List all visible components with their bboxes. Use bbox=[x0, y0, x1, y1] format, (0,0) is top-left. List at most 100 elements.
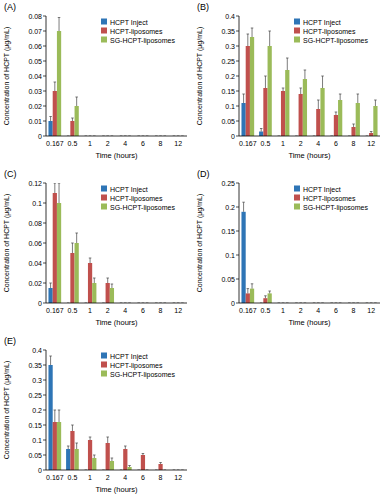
bar bbox=[158, 464, 162, 470]
x-tick-label: 12 bbox=[367, 307, 375, 314]
error-cap bbox=[58, 183, 61, 184]
error-stem bbox=[353, 124, 354, 127]
legend-label: HCPT Inject bbox=[303, 19, 341, 27]
x-tick-label: 4 bbox=[123, 474, 127, 481]
y-tick-label: 0 bbox=[38, 133, 42, 140]
error-stem bbox=[111, 284, 112, 288]
error-cap bbox=[71, 118, 74, 119]
error-stem bbox=[269, 31, 270, 46]
bar bbox=[70, 121, 74, 136]
error-bar bbox=[106, 437, 109, 443]
error-cap bbox=[93, 455, 96, 456]
error-stem bbox=[90, 437, 91, 440]
error-bar bbox=[67, 446, 70, 449]
y-axis-label: Concentration of HCPT (μg/mL) bbox=[3, 27, 11, 125]
y-tick-label: 0.05 bbox=[28, 452, 42, 459]
error-cap bbox=[75, 443, 78, 444]
x-tick-label: 0.167 bbox=[46, 307, 64, 314]
plot-area bbox=[48, 18, 183, 137]
bar bbox=[268, 293, 272, 303]
y-axis bbox=[239, 16, 240, 136]
y-axis-label: Concentration of HCPT (μg/mL) bbox=[196, 194, 204, 292]
error-bar bbox=[58, 18, 61, 32]
panel-title: (C) bbox=[4, 169, 17, 179]
legend-label: SG-HCPT-liposomes bbox=[110, 204, 175, 212]
x-tick-label: 0.167 bbox=[46, 474, 64, 481]
legend-swatch bbox=[294, 204, 300, 210]
y-axis-label: Concentration of HCPT (μg/mL) bbox=[3, 361, 11, 459]
error-cap bbox=[317, 100, 320, 101]
y-tick-label: 0.04 bbox=[28, 260, 42, 267]
error-stem bbox=[340, 94, 341, 100]
error-stem bbox=[252, 284, 253, 289]
legend-swatch bbox=[101, 371, 107, 377]
x-tick-label: 6 bbox=[141, 307, 145, 314]
y-tick-label: 0.2 bbox=[32, 407, 42, 414]
error-stem bbox=[50, 283, 51, 288]
bar bbox=[106, 283, 110, 303]
error-bar bbox=[251, 28, 254, 37]
error-stem bbox=[50, 117, 51, 122]
x-tick-label: 0.167 bbox=[46, 140, 64, 147]
y-tick bbox=[43, 380, 46, 381]
error-bar bbox=[282, 88, 285, 91]
bar bbox=[241, 212, 245, 303]
error-bar bbox=[49, 117, 52, 122]
error-bar bbox=[71, 118, 74, 121]
error-stem bbox=[72, 243, 73, 253]
error-cap bbox=[242, 202, 245, 203]
x-tick-label: 2 bbox=[299, 140, 303, 147]
error-cap bbox=[71, 425, 74, 426]
x-tick-label: 8 bbox=[352, 307, 356, 314]
x-tick-label: 4 bbox=[316, 307, 320, 314]
bar bbox=[66, 449, 70, 470]
bar bbox=[53, 91, 57, 136]
legend: HCPT InjectHCPT-liposomesSG-HCPT-liposom… bbox=[101, 19, 175, 45]
error-cap bbox=[75, 233, 78, 234]
x-tick-label: 8 bbox=[159, 474, 163, 481]
error-cap bbox=[282, 88, 285, 89]
error-stem bbox=[76, 97, 77, 106]
error-bar bbox=[58, 410, 61, 422]
x-tick-label: 6 bbox=[141, 474, 145, 481]
error-cap bbox=[49, 116, 52, 117]
y-tick-label: 0.1 bbox=[32, 200, 42, 207]
legend: HCPT InjectHCPT-liposomesSG-HCPT-liposom… bbox=[294, 19, 368, 45]
error-cap bbox=[264, 295, 267, 296]
y-tick-label: 0.3 bbox=[225, 43, 235, 50]
error-bar bbox=[111, 284, 114, 288]
y-tick bbox=[236, 106, 239, 107]
y-tick bbox=[43, 243, 46, 244]
error-bar bbox=[89, 258, 92, 263]
bar bbox=[299, 94, 303, 136]
bar bbox=[123, 449, 127, 470]
error-bar bbox=[374, 100, 377, 106]
legend-swatch bbox=[294, 28, 300, 34]
x-tick-label: 12 bbox=[174, 474, 182, 481]
legend-swatch bbox=[294, 19, 300, 25]
bar bbox=[141, 455, 145, 470]
y-tick bbox=[43, 283, 46, 284]
error-cap bbox=[58, 17, 61, 18]
error-bar bbox=[54, 183, 57, 193]
error-bar bbox=[339, 94, 342, 100]
error-cap bbox=[304, 70, 307, 71]
bar bbox=[246, 46, 250, 136]
y-tick bbox=[43, 16, 46, 17]
plot-area bbox=[48, 356, 183, 470]
y-tick-label: 0.02 bbox=[28, 103, 42, 110]
bar bbox=[106, 443, 110, 470]
y-tick-label: 0.2 bbox=[225, 73, 235, 80]
error-stem bbox=[68, 446, 69, 449]
bar bbox=[250, 37, 254, 136]
y-tick bbox=[236, 279, 239, 280]
legend-swatch bbox=[101, 353, 107, 359]
legend-label: SG-HCPT-liposomes bbox=[303, 204, 368, 212]
error-stem bbox=[107, 437, 108, 443]
error-bar bbox=[128, 466, 131, 468]
error-stem bbox=[59, 183, 60, 203]
error-stem bbox=[54, 183, 55, 193]
x-tick-label: 6 bbox=[334, 140, 338, 147]
y-tick-label: 0.3 bbox=[32, 377, 42, 384]
y-tick-label: 0.2 bbox=[225, 204, 235, 211]
